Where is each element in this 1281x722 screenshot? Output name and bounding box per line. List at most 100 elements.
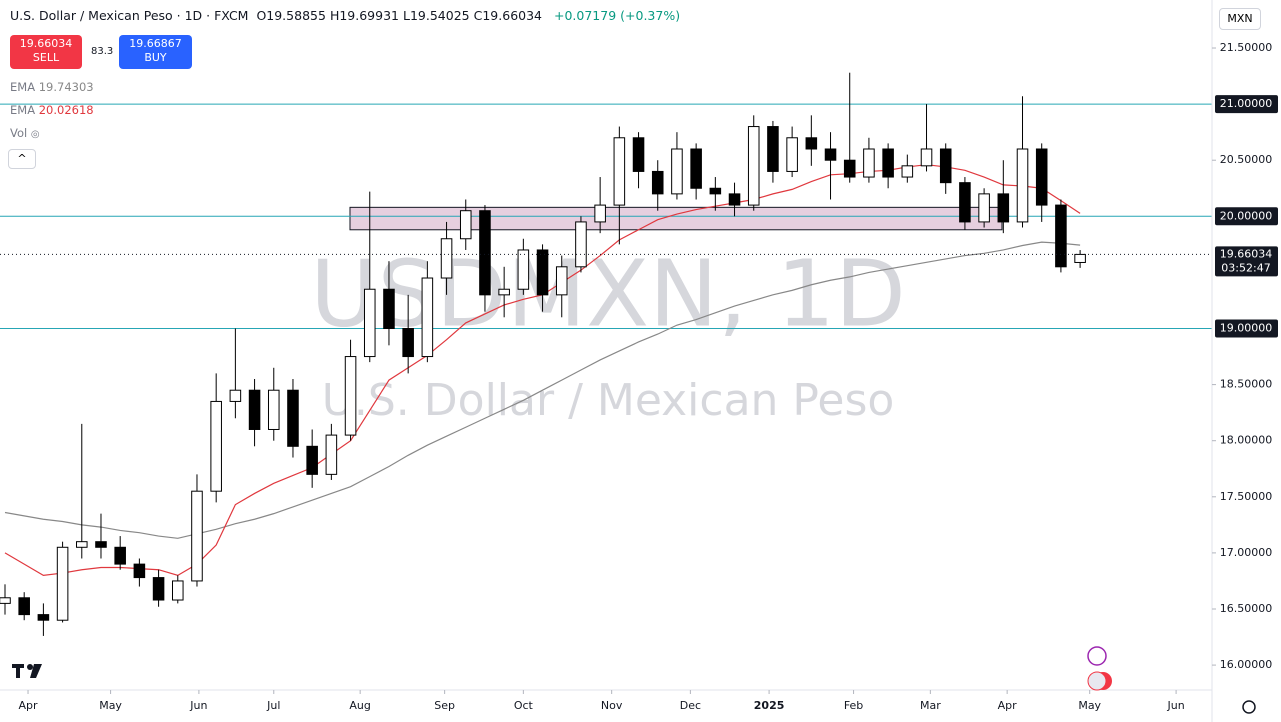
candle-body — [479, 210, 491, 296]
ohlc-value: 19.54025 — [409, 8, 470, 23]
sell-price: 19.66034 — [19, 37, 73, 50]
candle-body — [402, 328, 414, 358]
x-tick-label: Jun — [189, 699, 207, 712]
candle-body — [690, 148, 702, 189]
candle-body — [267, 389, 280, 430]
legend-value: 20.02618 — [38, 103, 94, 117]
candle-body — [536, 249, 549, 296]
y-tick-label: 18.00000 — [1220, 434, 1273, 447]
candle-body — [325, 434, 338, 475]
level-label: 20.00000 — [1220, 209, 1273, 222]
zone — [349, 206, 1003, 231]
y-tick-label: 16.00000 — [1220, 658, 1273, 671]
currency-button[interactable]: MXN — [1219, 8, 1261, 30]
buy-price: 19.66867 — [129, 37, 182, 50]
candle-body — [843, 159, 856, 178]
ohlc: O19.58855 H19.69931 L19.54025 C19.66034 — [256, 8, 546, 23]
settings-icon[interactable] — [1242, 700, 1256, 714]
candle-body — [56, 546, 69, 621]
x-tick-label: Dec — [680, 699, 701, 712]
candle-body — [1074, 253, 1086, 263]
level-label-box — [1215, 95, 1278, 114]
sell-button[interactable]: 19.66034 SELL — [10, 35, 82, 69]
candle-body — [152, 577, 165, 601]
ohlc-key: H — [329, 8, 340, 23]
ohlc-key: C — [473, 8, 483, 23]
candle-body — [363, 288, 376, 358]
y-tick-label: 17.50000 — [1220, 490, 1273, 503]
legend-value: 19.74303 — [38, 80, 94, 94]
ohlc-value: 19.58855 — [266, 8, 326, 23]
candle-body — [133, 563, 146, 579]
legend-item: EMA 19.74303 — [10, 80, 94, 94]
y-tick-label: 20.50000 — [1220, 153, 1273, 166]
candle-body — [651, 170, 664, 195]
candle-body — [863, 148, 875, 178]
candle-body — [632, 137, 645, 172]
candle-body — [939, 148, 952, 184]
candle-body — [997, 193, 1010, 223]
candle-body — [383, 288, 395, 330]
x-tick-label: Jun — [1167, 699, 1185, 712]
x-tick-label: Nov — [601, 699, 623, 712]
symbol-title: U.S. Dollar / Mexican Peso · 1D · FXCM — [10, 8, 249, 23]
x-tick-label: Sep — [434, 699, 455, 712]
ohlc-value: 19.69931 — [339, 8, 399, 23]
candle-body — [920, 148, 933, 167]
candle-body — [594, 204, 606, 223]
candle-body — [76, 541, 88, 548]
candle-body — [210, 400, 222, 492]
header: U.S. Dollar / Mexican Peso · 1D · FXCM O… — [10, 8, 684, 23]
candle-body — [498, 288, 510, 296]
candle-body — [287, 389, 299, 447]
x-tick-label: Mar — [920, 699, 941, 712]
candle-body — [613, 137, 626, 206]
buy-button[interactable]: 19.66867 BUY — [119, 35, 192, 69]
candle-body — [575, 221, 587, 268]
candle-body — [767, 126, 779, 172]
candle-body — [191, 490, 203, 582]
candle-body — [421, 277, 434, 358]
candle-body — [728, 193, 741, 206]
x-tick-label: Feb — [844, 699, 863, 712]
candle-body — [824, 148, 837, 161]
price-label: 19.66034 — [1220, 247, 1273, 260]
ema-line — [4, 241, 1081, 539]
candle-body — [229, 389, 242, 402]
watermark: USDMXN, 1D — [310, 240, 906, 347]
icon[interactable] — [1087, 646, 1107, 666]
candle-body — [171, 580, 184, 601]
candle-body — [786, 137, 798, 172]
icon[interactable] — [1087, 671, 1107, 691]
candle-body — [114, 546, 126, 565]
legend-name: EMA — [10, 103, 36, 117]
candle-body — [344, 356, 357, 436]
candle-body — [671, 148, 683, 195]
candle-body — [306, 445, 318, 475]
candle-body — [805, 137, 818, 150]
x-tick-label: Oct — [514, 699, 534, 712]
x-tick-label: May — [1078, 699, 1101, 712]
ohlc-value: 19.66034 — [482, 8, 543, 23]
candle-body — [555, 266, 568, 296]
change: +0.07179 (+0.37%) — [554, 8, 681, 23]
watermark-sub: U.S. Dollar / Mexican Peso — [322, 375, 895, 426]
vol-label: Vol ◎ — [10, 126, 40, 140]
x-tick-label: Aug — [349, 699, 370, 712]
spread: 83.3 — [91, 46, 114, 57]
candle-body — [0, 597, 11, 604]
candle-body — [901, 165, 914, 178]
x-tick-label: Apr — [19, 699, 39, 712]
legend-name: EMA — [10, 80, 36, 94]
collapse-button[interactable]: ^ — [8, 149, 36, 169]
sell-label: SELL — [32, 51, 60, 64]
ohlc-key: O — [256, 8, 267, 23]
x-tick-label: Jul — [266, 699, 280, 712]
vol: Vol — [10, 126, 28, 140]
candle-body — [1035, 148, 1048, 206]
x-tick-label: Apr — [998, 699, 1018, 712]
legend-item: EMA 20.02618 — [10, 103, 94, 117]
candle-body — [459, 210, 472, 240]
